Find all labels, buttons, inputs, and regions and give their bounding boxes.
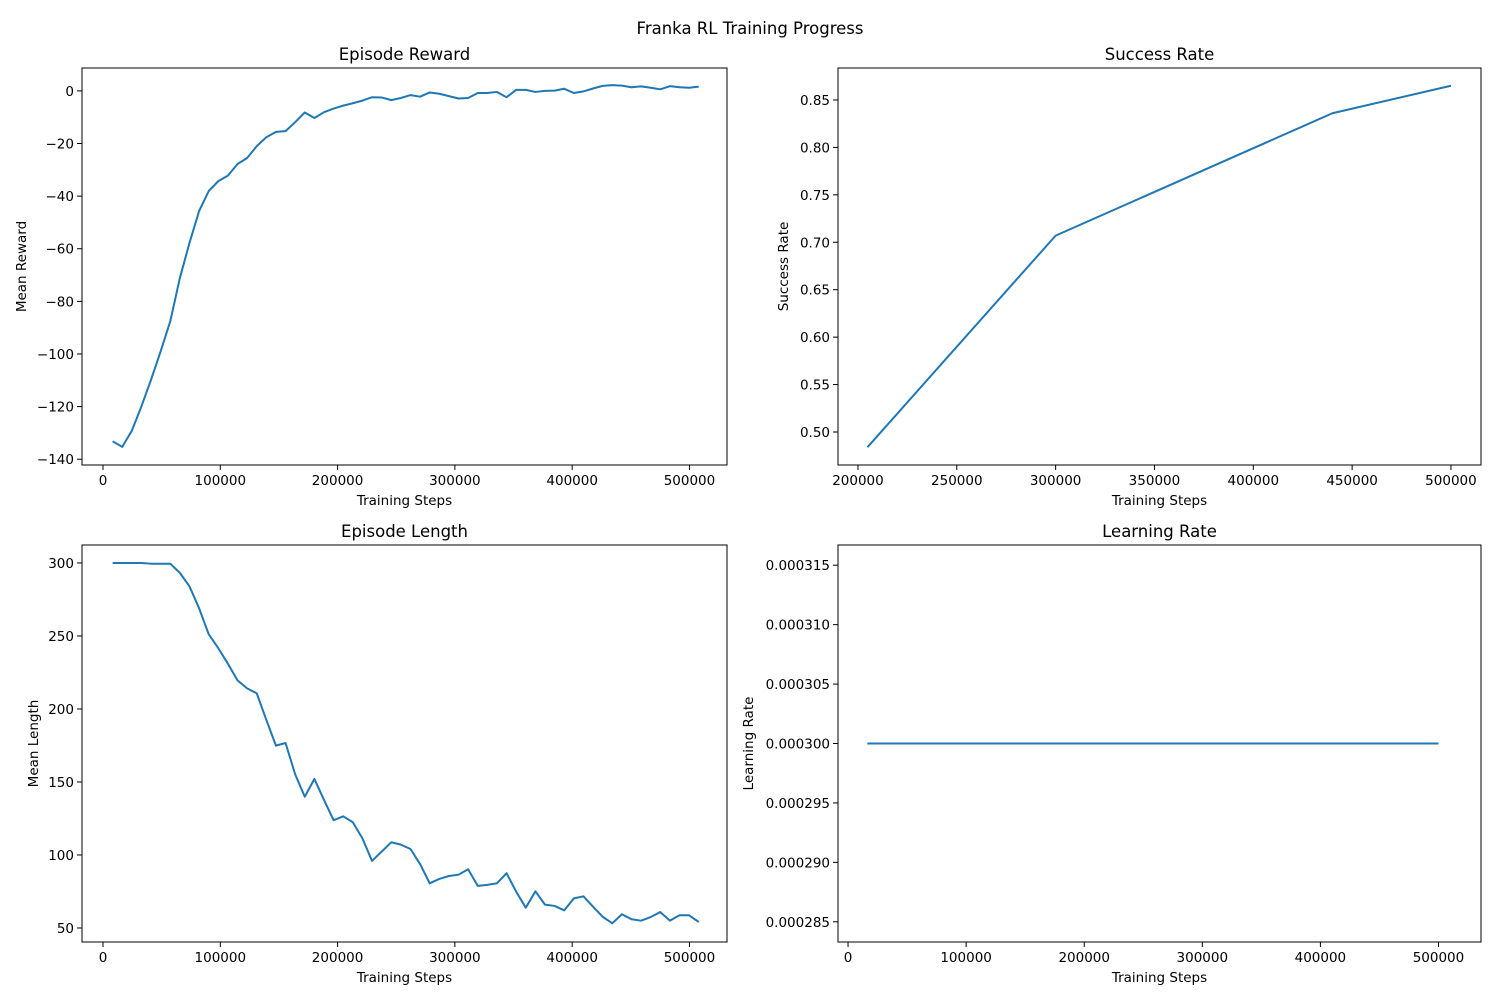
x-tick-label: 100000 xyxy=(195,473,247,489)
x-tick-label: 300000 xyxy=(429,950,481,966)
y-tick-label: 150 xyxy=(48,775,74,791)
data-line xyxy=(112,561,700,925)
x-tick-label: 250000 xyxy=(931,473,983,489)
x-axis-label: Training Steps xyxy=(1111,970,1207,986)
x-tick-label: 400000 xyxy=(1228,473,1280,489)
y-tick-label: 0.65 xyxy=(800,283,830,299)
y-tick-label: 0.000290 xyxy=(766,855,830,871)
y-axis-label: Success Rate xyxy=(776,222,792,312)
chart-title: Success Rate xyxy=(1105,45,1215,64)
success-rate-chart: Success Rate 200000 250000 300000 350000 4000… xyxy=(776,45,1482,509)
x-tick-label: 300000 xyxy=(429,473,481,489)
x-tick-label: 450000 xyxy=(1326,473,1378,489)
x-tick-label: 100000 xyxy=(940,950,992,966)
axes-frame xyxy=(81,67,728,466)
data-line xyxy=(866,84,1452,448)
y-tick-label: 0.000305 xyxy=(766,677,830,693)
x-tick-label: 0 xyxy=(99,473,108,489)
x-tick-label: 300000 xyxy=(1030,473,1082,489)
x-tick-label: 300000 xyxy=(1177,950,1229,966)
y-tick-label: −60 xyxy=(46,242,75,258)
chart-title: Episode Reward xyxy=(339,45,471,64)
y-tick-label: 0.000315 xyxy=(766,558,830,574)
y-tick-label: −40 xyxy=(46,189,75,205)
data-line xyxy=(112,84,699,448)
y-tick-label: 0.80 xyxy=(800,140,830,156)
chart-title: Learning Rate xyxy=(1102,522,1217,541)
y-tick-label: 100 xyxy=(48,848,74,864)
y-tick-label: −120 xyxy=(37,400,74,416)
y-tick-label: 50 xyxy=(57,921,74,937)
y-tick-label: 0.50 xyxy=(800,425,830,441)
episode-length-chart: Episode Length 0 100000 200000 300000 400000 5… xyxy=(26,522,728,986)
x-tick-label: 200000 xyxy=(1058,950,1110,966)
x-tick-label: 100000 xyxy=(195,950,247,966)
x-tick-label: 500000 xyxy=(664,473,716,489)
y-tick-label: 0 xyxy=(65,84,74,100)
y-tick-label: 0.000300 xyxy=(766,737,830,753)
y-tick-label: −20 xyxy=(46,137,75,153)
y-tick-label: 0.55 xyxy=(800,378,830,394)
y-tick-label: 300 xyxy=(48,556,74,572)
axes-frame xyxy=(837,67,1482,466)
y-axis-label: Mean Length xyxy=(26,700,42,788)
y-tick-label: 200 xyxy=(48,702,74,718)
chart-title: Episode Length xyxy=(341,522,468,541)
x-tick-label: 200000 xyxy=(312,473,364,489)
y-tick-label: 0.85 xyxy=(800,93,830,109)
y-tick-label: 0.000310 xyxy=(766,618,830,634)
x-tick-label: 500000 xyxy=(1413,950,1465,966)
x-tick-label: 400000 xyxy=(1295,950,1347,966)
x-tick-label: 500000 xyxy=(1425,473,1477,489)
x-tick-label: 0 xyxy=(844,950,853,966)
y-tick-label: 0.75 xyxy=(800,188,830,204)
x-axis-label: Training Steps xyxy=(356,493,452,509)
y-tick-label: −100 xyxy=(37,347,74,363)
y-tick-label: 0.000285 xyxy=(766,915,830,931)
y-tick-label: 250 xyxy=(48,629,74,645)
axes-frame xyxy=(81,544,728,943)
y-tick-label: 0.60 xyxy=(800,330,830,346)
y-axis-label: Learning Rate xyxy=(741,697,757,791)
y-axis-label: Mean Reward xyxy=(14,221,30,312)
x-tick-label: 400000 xyxy=(546,473,598,489)
x-tick-label: 500000 xyxy=(664,950,716,966)
x-tick-label: 200000 xyxy=(832,473,884,489)
learning-rate-chart: Learning Rate 0 100000 200000 300000 400000 50… xyxy=(741,522,1482,986)
figure-title: Franka RL Training Progress xyxy=(637,19,864,38)
x-tick-label: 0 xyxy=(99,950,108,966)
x-axis-label: Training Steps xyxy=(356,970,452,986)
y-tick-label: 0.70 xyxy=(800,235,830,251)
y-tick-label: 0.000295 xyxy=(766,796,830,812)
x-tick-label: 350000 xyxy=(1129,473,1181,489)
y-tick-label: −140 xyxy=(37,452,74,468)
x-axis-label: Training Steps xyxy=(1111,493,1207,509)
x-tick-label: 400000 xyxy=(546,950,598,966)
episode-reward-chart: Episode Reward 0 100000 200000 300000 400000 5… xyxy=(14,45,728,509)
y-tick-label: −80 xyxy=(46,294,75,310)
x-tick-label: 200000 xyxy=(312,950,364,966)
